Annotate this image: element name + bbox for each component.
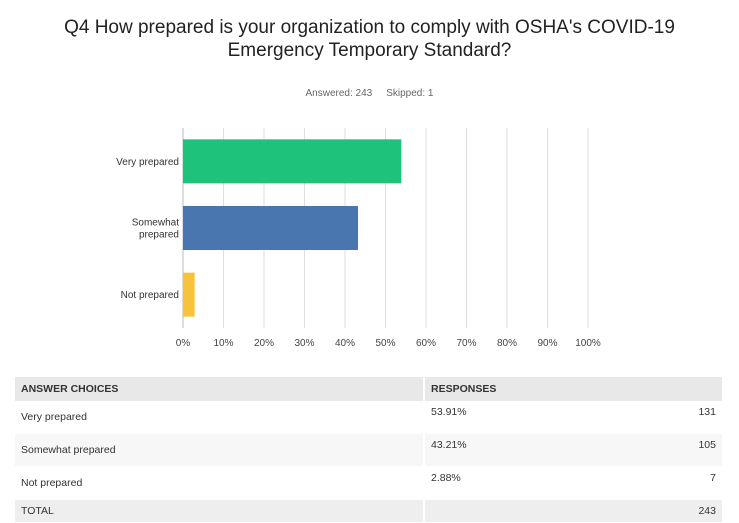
bar-somewhat-prepared	[183, 206, 359, 250]
row-percent: 53.91%	[423, 401, 637, 434]
question-title-line2: Emergency Temporary Standard?	[227, 40, 512, 61]
x-tick-label: 50%	[375, 338, 395, 349]
row-count: 7	[637, 466, 722, 500]
x-tick-label: 40%	[335, 338, 355, 349]
x-tick-label: 20%	[254, 338, 274, 349]
x-tick-label: 90%	[537, 338, 557, 349]
row-count: 131	[637, 401, 722, 434]
row-choice: Very prepared	[15, 401, 424, 434]
total-count: 243	[637, 499, 722, 523]
x-tick-label: 60%	[416, 338, 436, 349]
x-tick-label: 0%	[176, 338, 191, 349]
row-count: 105	[637, 433, 722, 467]
row-percent: 2.88%	[423, 466, 637, 500]
category-label: Very prepared	[116, 157, 179, 168]
answered-count: Answered: 243	[305, 88, 373, 99]
response-summary: Answered: 243 Skipped: 1	[0, 88, 739, 99]
x-tick-label: 80%	[497, 338, 517, 349]
responses-table: ANSWER CHOICES RESPONSES Very prepared 5…	[15, 377, 722, 523]
question-title: Q4 How prepared is your organization to …	[0, 16, 739, 62]
table-header-row: ANSWER CHOICES RESPONSES	[15, 377, 722, 401]
bar-chart: 0% 10% 20% 30% 40% 50% 60% 70% 80% 90% 100% Very pr…	[116, 128, 601, 349]
row-choice: Somewhat prepared	[15, 433, 424, 467]
header-answer-choices: ANSWER CHOICES	[15, 377, 424, 401]
category-label: Not prepared	[121, 290, 179, 301]
row-percent: 43.21%	[423, 433, 637, 467]
bar-very-prepared	[183, 139, 402, 184]
x-tick-label: 30%	[294, 338, 314, 349]
x-tick-label: 100%	[575, 338, 601, 349]
x-tick-label: 10%	[213, 338, 233, 349]
bar-not-prepared	[183, 272, 195, 317]
category-label: Somewhat prepared	[132, 218, 179, 241]
table-row: Not prepared 2.88% 7	[15, 466, 722, 500]
row-choice: Not prepared	[15, 466, 424, 500]
x-tick-label: 70%	[456, 338, 476, 349]
skipped-count: Skipped: 1	[386, 88, 434, 99]
table-row: Very prepared 53.91% 131	[15, 401, 722, 434]
header-responses: RESPONSES	[423, 377, 722, 401]
question-title-line1: Q4 How prepared is your organization to …	[64, 17, 675, 38]
total-percent-empty	[423, 499, 637, 523]
table-total-row: TOTAL 243	[15, 499, 722, 523]
total-label: TOTAL	[15, 499, 424, 523]
table-row: Somewhat prepared 43.21% 105	[15, 433, 722, 467]
